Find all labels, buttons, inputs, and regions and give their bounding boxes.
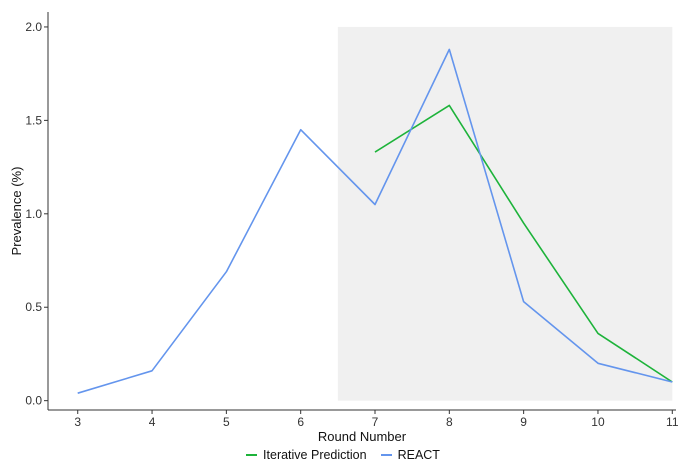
x-tick-label: 9: [520, 415, 527, 429]
series-line-iterative-prediction: [374, 104, 673, 383]
y-tick-label: 0.0: [25, 394, 42, 408]
x-tick-label: 11: [666, 415, 679, 429]
legend-swatch-iterative-prediction: [246, 454, 258, 456]
y-tick-label: 1.0: [25, 207, 42, 221]
series-line-react: [77, 48, 673, 394]
y-tick-label: 0.5: [25, 300, 42, 314]
legend-label-react: REACT: [397, 448, 440, 462]
legend-item-iterative-prediction: Iterative Prediction: [246, 448, 367, 462]
x-axis-title: Round Number: [318, 429, 407, 444]
x-tick-label: 5: [223, 415, 230, 429]
x-tick-label: 10: [591, 415, 605, 429]
tick-labels: 3 4 5 6 7 8 9 10 11 0.0 0.5 1.0 1.5 2.0: [25, 20, 679, 429]
legend-swatch-react: [380, 454, 392, 456]
series-lines: [77, 48, 673, 394]
y-tick-label: 2.0: [25, 20, 42, 34]
legend: Iterative Prediction REACT: [0, 448, 686, 462]
y-axis-title: Prevalence (%): [9, 167, 24, 256]
x-tick-label: 8: [446, 415, 453, 429]
legend-item-react: REACT: [380, 448, 440, 462]
axes: [44, 12, 676, 414]
forecast-shaded-region: [337, 26, 673, 401]
x-tick-label: 3: [74, 415, 81, 429]
legend-label-iterative-prediction: Iterative Prediction: [263, 448, 367, 462]
x-tick-label: 6: [297, 415, 304, 429]
y-tick-label: 1.5: [25, 113, 42, 127]
x-tick-label: 4: [149, 415, 156, 429]
x-tick-label: 7: [372, 415, 379, 429]
